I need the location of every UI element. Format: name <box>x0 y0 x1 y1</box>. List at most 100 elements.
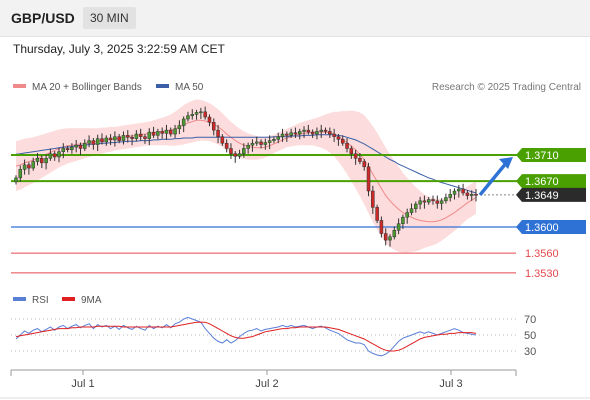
candle <box>22 164 27 170</box>
pair-title: GBP/USD <box>11 10 75 26</box>
candle <box>461 188 465 194</box>
rsi-panel: RSI 9MA 70 50 30 <box>11 295 536 358</box>
level-tag-bg <box>516 220 586 234</box>
candle <box>358 158 362 162</box>
candle <box>328 131 332 135</box>
candle <box>457 188 461 192</box>
legend-swatch <box>62 297 75 301</box>
candle <box>91 140 96 145</box>
forecast-arrow-head <box>499 157 513 169</box>
candle <box>315 131 319 135</box>
x-tick-label: Jul 2 <box>255 378 278 390</box>
credit-label: Research © 2025 Trading Central <box>432 82 581 93</box>
candle <box>285 133 289 136</box>
candle <box>95 138 100 145</box>
candle <box>104 137 109 143</box>
level-label: 1.3600 <box>525 222 559 234</box>
bollinger-band <box>16 99 476 253</box>
candle <box>117 136 121 141</box>
level-label: 1.3649 <box>525 190 559 202</box>
candle <box>134 133 139 139</box>
candle <box>130 137 134 139</box>
candle <box>14 177 18 183</box>
candle <box>297 131 302 135</box>
candle <box>151 131 156 136</box>
candle <box>160 131 164 134</box>
candle <box>289 132 293 136</box>
candle <box>126 135 130 138</box>
candle <box>465 192 470 196</box>
candle <box>310 131 315 135</box>
candle <box>452 190 457 195</box>
candle <box>242 148 246 154</box>
candle <box>319 129 323 132</box>
candle <box>87 140 91 144</box>
candle <box>199 111 203 114</box>
rsi-tick-label: 70 <box>524 314 536 326</box>
candle <box>375 207 379 221</box>
level-label: 1.3530 <box>525 268 559 280</box>
candle <box>203 111 207 118</box>
candle <box>233 153 238 157</box>
candle <box>349 148 354 154</box>
top-bar: GBP/USD 30 MIN <box>0 0 590 37</box>
price-legend: MA 20 + Bollinger Bands MA 50 <box>13 82 204 93</box>
legend-label: MA 20 + Bollinger Bands <box>32 82 142 93</box>
candle <box>147 131 152 139</box>
candle <box>138 133 143 137</box>
candle <box>448 194 452 198</box>
candle <box>35 158 40 162</box>
rsi-ma-line <box>15 321 477 352</box>
candle <box>259 141 263 145</box>
rsi-line <box>15 316 477 357</box>
candle <box>379 220 384 234</box>
candle <box>409 208 414 213</box>
candle <box>212 122 216 131</box>
candle <box>439 200 444 204</box>
candle <box>418 200 422 205</box>
candle <box>113 136 117 141</box>
level-tag: 1.3670 <box>516 174 586 189</box>
candle <box>306 129 311 133</box>
candle <box>70 146 74 151</box>
candle <box>108 137 113 141</box>
candle <box>383 233 388 241</box>
datetime-label: Thursday, July 3, 2025 3:22:59 AM CET <box>13 42 225 56</box>
candle <box>332 133 336 137</box>
candle <box>302 129 306 132</box>
candle <box>254 141 259 144</box>
candle <box>263 142 268 145</box>
level-tag: 1.3649 <box>516 187 586 202</box>
legend-swatch <box>156 84 169 88</box>
rsi-tick-label: 30 <box>524 346 536 358</box>
candle <box>401 216 405 224</box>
candle <box>414 203 418 209</box>
candle <box>100 138 104 143</box>
candle <box>444 197 448 202</box>
candle <box>220 136 225 144</box>
candle <box>250 142 255 146</box>
candle <box>371 190 375 208</box>
candle <box>173 128 177 135</box>
candle <box>190 114 195 116</box>
candle <box>156 131 160 136</box>
candle <box>216 129 220 137</box>
candle <box>121 135 126 141</box>
forecast-arrow <box>478 160 509 197</box>
level-tag-bg <box>516 148 586 162</box>
candle <box>186 115 190 120</box>
rsi-tick-label: 50 <box>524 330 536 342</box>
candle <box>229 148 233 154</box>
candle <box>224 142 229 149</box>
candle <box>293 132 298 135</box>
candle <box>353 153 358 159</box>
timeframe-button[interactable]: 30 MIN <box>83 7 136 29</box>
candle <box>52 153 57 158</box>
candle <box>362 161 366 168</box>
legend-label: MA 50 <box>175 82 204 93</box>
candle <box>18 169 23 179</box>
candle <box>237 153 242 157</box>
candle <box>40 158 44 164</box>
candle <box>31 161 35 169</box>
candle <box>276 136 280 140</box>
